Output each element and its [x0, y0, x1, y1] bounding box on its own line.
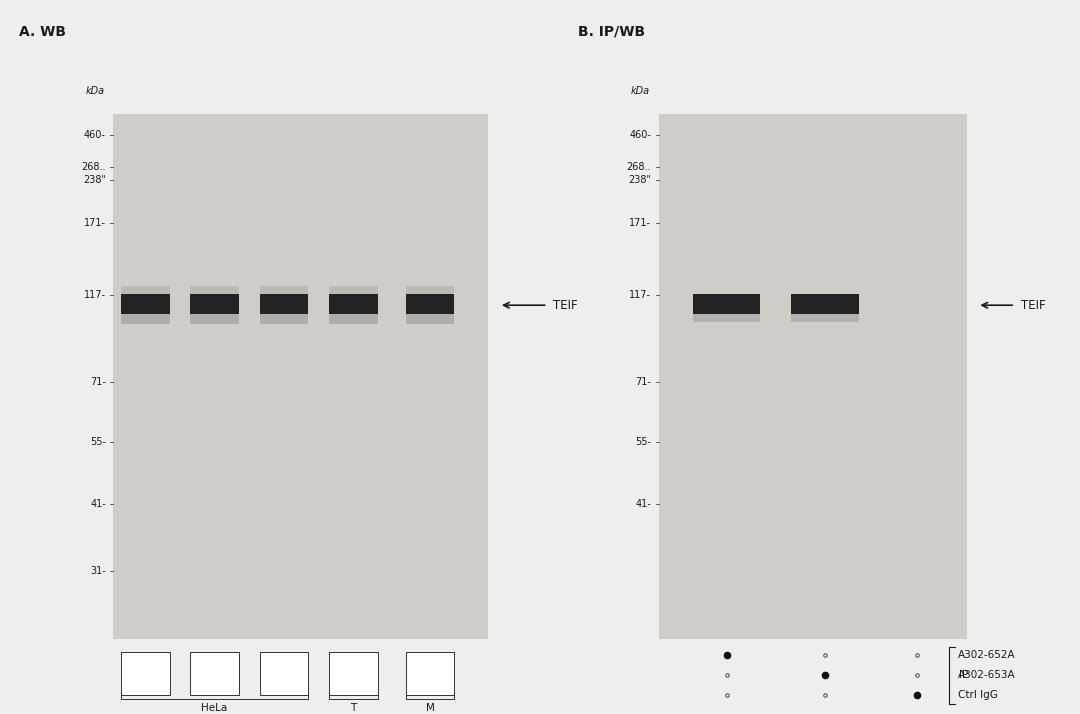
- Text: 41-: 41-: [635, 498, 651, 508]
- Bar: [692, 294, 760, 314]
- Text: 117-: 117-: [84, 291, 106, 301]
- Bar: [190, 286, 239, 294]
- Text: 50: 50: [138, 668, 152, 678]
- Text: 41-: 41-: [90, 498, 106, 508]
- Text: A. WB: A. WB: [19, 25, 67, 39]
- Text: M: M: [426, 703, 434, 713]
- Text: 268..: 268..: [626, 161, 651, 172]
- Text: TEIF: TEIF: [1021, 298, 1045, 312]
- Text: 15: 15: [208, 668, 221, 678]
- Bar: [329, 314, 378, 324]
- Bar: [121, 652, 170, 695]
- Bar: [406, 652, 455, 695]
- Text: B. IP/WB: B. IP/WB: [578, 25, 645, 39]
- Bar: [259, 294, 308, 314]
- Bar: [259, 652, 308, 695]
- Bar: [329, 286, 378, 294]
- Bar: [406, 286, 455, 294]
- Text: 5: 5: [281, 668, 287, 678]
- Bar: [406, 294, 455, 314]
- Bar: [329, 652, 378, 695]
- Text: T: T: [350, 703, 356, 713]
- Text: 71-: 71-: [635, 377, 651, 387]
- Bar: [792, 294, 859, 314]
- Text: TEIF: TEIF: [553, 298, 578, 312]
- Bar: [259, 314, 308, 324]
- Text: 55-: 55-: [635, 437, 651, 447]
- Text: 55-: 55-: [90, 437, 106, 447]
- Text: kDa: kDa: [85, 86, 105, 96]
- Bar: [259, 286, 308, 294]
- Text: 268..: 268..: [81, 161, 106, 172]
- Bar: [121, 286, 170, 294]
- Text: A302-652A: A302-652A: [958, 650, 1016, 660]
- Text: 460-: 460-: [630, 130, 651, 140]
- Bar: [406, 314, 455, 324]
- Text: 50: 50: [347, 668, 360, 678]
- Text: kDa: kDa: [631, 86, 650, 96]
- Text: 117-: 117-: [630, 291, 651, 301]
- Text: 50: 50: [423, 668, 436, 678]
- Text: IP: IP: [959, 670, 969, 680]
- Text: 460-: 460-: [84, 130, 106, 140]
- Text: 238": 238": [629, 175, 651, 185]
- Bar: [190, 294, 239, 314]
- Text: Ctrl IgG: Ctrl IgG: [958, 690, 998, 700]
- Text: 71-: 71-: [90, 377, 106, 387]
- Text: 171-: 171-: [84, 218, 106, 228]
- Bar: [190, 652, 239, 695]
- Bar: [329, 294, 378, 314]
- Text: A302-653A: A302-653A: [958, 670, 1016, 680]
- Text: 31-: 31-: [90, 565, 106, 575]
- Bar: [121, 314, 170, 324]
- Text: HeLa: HeLa: [202, 703, 228, 713]
- Bar: [659, 114, 967, 639]
- Bar: [121, 294, 170, 314]
- Bar: [792, 314, 859, 322]
- Text: 238": 238": [83, 175, 106, 185]
- Text: 171-: 171-: [630, 218, 651, 228]
- Bar: [190, 314, 239, 324]
- Bar: [113, 114, 488, 639]
- Bar: [692, 314, 760, 322]
